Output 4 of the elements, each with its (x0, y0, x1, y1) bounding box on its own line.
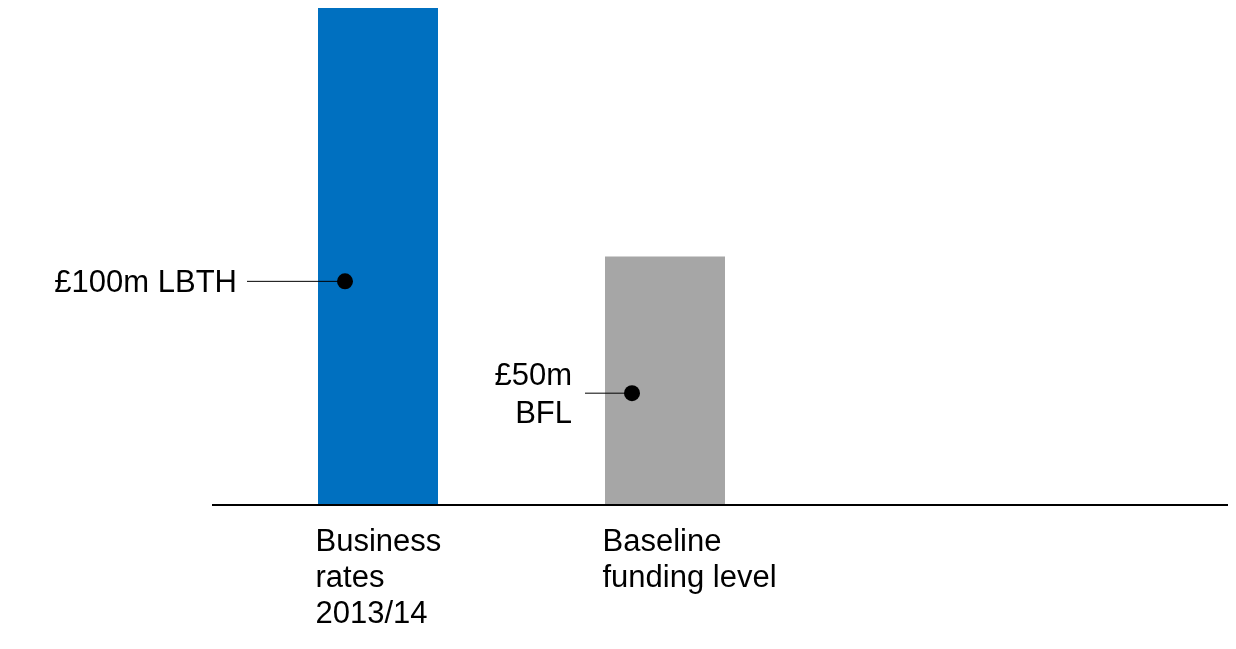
x-tick-label: Business rates 2013/14 (315, 523, 442, 630)
data-label: £100m LBTH (54, 264, 237, 300)
data-label: £50m BFL (494, 357, 572, 431)
x-tick-label: Baseline funding level (602, 523, 777, 594)
